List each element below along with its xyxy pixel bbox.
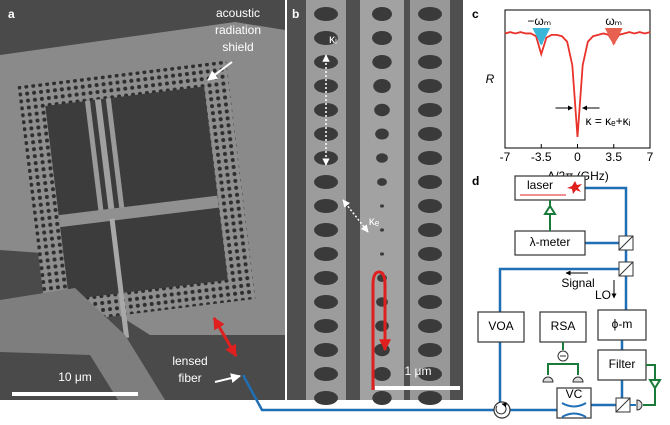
scale-label: 1 μm xyxy=(405,364,432,378)
x-tick-label: 3.5 xyxy=(605,150,622,164)
panel-label: c xyxy=(472,7,479,21)
hole xyxy=(372,391,391,405)
hole xyxy=(314,391,338,405)
hole xyxy=(418,295,442,309)
feedback xyxy=(545,200,555,231)
hole xyxy=(418,271,442,285)
x-tick-label: -3.5 xyxy=(531,150,552,164)
x-tick-label: -7 xyxy=(500,150,511,164)
hole xyxy=(380,252,384,255)
panel-b xyxy=(287,0,463,405)
hole xyxy=(314,247,338,261)
hole xyxy=(418,319,442,333)
node-label: RSA xyxy=(551,319,576,333)
hole xyxy=(374,344,390,356)
hole xyxy=(418,31,442,45)
hole xyxy=(418,7,442,21)
hole xyxy=(372,7,392,21)
x-tick-label: 7 xyxy=(647,150,654,164)
annotation: ωₘ xyxy=(605,14,622,28)
detector xyxy=(637,400,642,410)
hole xyxy=(314,55,338,69)
hole xyxy=(314,199,338,213)
hole xyxy=(314,343,338,357)
hole xyxy=(314,367,338,381)
hole xyxy=(314,103,338,117)
kappa-e: κₑ xyxy=(369,214,380,228)
hole xyxy=(418,151,442,165)
scale-label: 10 μm xyxy=(58,370,92,384)
hole xyxy=(418,55,442,69)
hole xyxy=(372,31,392,45)
hole xyxy=(380,204,384,207)
hole xyxy=(418,103,442,117)
panel-label: b xyxy=(292,7,299,21)
hole xyxy=(314,151,338,165)
signal-label: Signal xyxy=(561,276,594,290)
node-label: VOA xyxy=(488,319,513,333)
node-label: ϕ-m xyxy=(612,317,633,331)
hole xyxy=(314,175,338,189)
hole xyxy=(314,319,338,333)
kappa-i: κᵢ xyxy=(329,32,337,46)
annotation: −ωₘ xyxy=(527,14,551,28)
annotation: κ = κₑ+κᵢ xyxy=(586,114,631,128)
hole xyxy=(314,271,338,285)
node-label: Filter xyxy=(609,357,636,371)
hole xyxy=(314,295,338,309)
panel-label: a xyxy=(8,7,15,21)
hole xyxy=(314,223,338,237)
hole xyxy=(373,79,391,93)
hole xyxy=(418,247,442,261)
panel-label: d xyxy=(472,174,479,188)
node-label: laser xyxy=(527,178,553,192)
y-axis-label: R xyxy=(486,72,495,86)
hole xyxy=(314,127,338,141)
node-label: VC xyxy=(566,387,583,401)
hole xyxy=(418,223,442,237)
x-tick-label: 0 xyxy=(574,150,581,164)
hole xyxy=(314,79,338,93)
hole xyxy=(373,367,391,381)
hole xyxy=(418,175,442,189)
hole xyxy=(376,153,388,162)
figure: a acousticradiationshield lensedfiber 10… xyxy=(0,0,670,425)
detector xyxy=(543,377,583,382)
hole xyxy=(374,104,390,116)
hole xyxy=(418,391,442,405)
hole xyxy=(372,55,391,69)
hole xyxy=(377,178,387,186)
hole xyxy=(418,343,442,357)
hole xyxy=(314,7,338,21)
hole xyxy=(418,199,442,213)
node-label: λ-meter xyxy=(530,235,571,249)
hole xyxy=(418,127,442,141)
lo-label: LO xyxy=(595,288,611,302)
hole xyxy=(375,321,389,332)
hole xyxy=(375,129,389,140)
hole xyxy=(418,79,442,93)
hole xyxy=(380,228,384,231)
